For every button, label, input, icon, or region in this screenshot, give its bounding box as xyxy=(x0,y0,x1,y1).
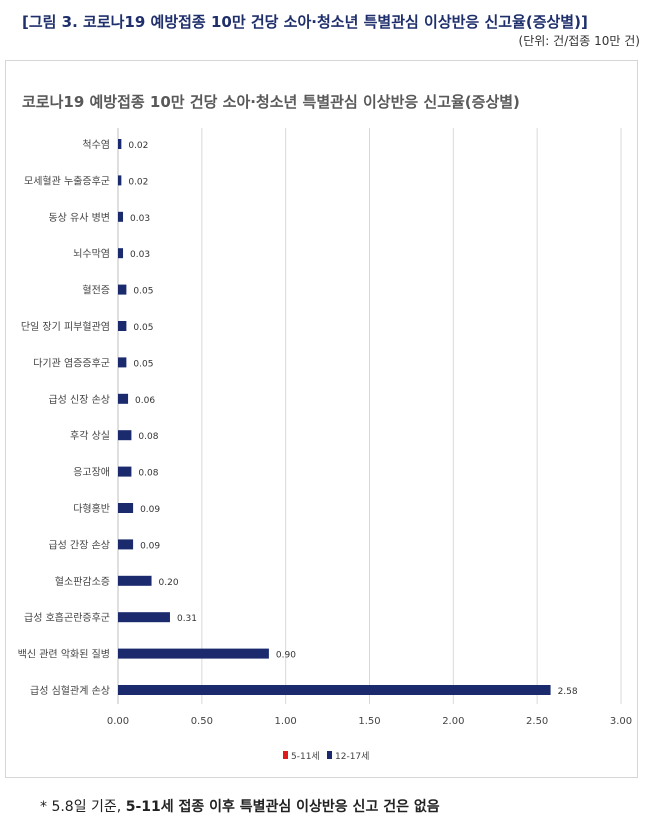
bar-12-17 xyxy=(118,211,124,222)
data-label: 0.08 xyxy=(138,432,158,442)
bar-12-17 xyxy=(118,248,124,259)
bar-12-17 xyxy=(118,139,122,149)
data-label: 2.58 xyxy=(558,687,578,697)
y-tick-label: 응고장애 xyxy=(73,467,110,479)
bar-12-17 xyxy=(118,539,134,550)
chart-panel: 코로나19 예방접종 10만 건당 소아·청소년 특별관심 이상반응 신고율(증… xyxy=(5,60,638,778)
bar-12-17 xyxy=(118,321,127,331)
y-tick-label: 급성 간장 손상 xyxy=(48,539,110,551)
x-tick-label: 2.50 xyxy=(526,716,548,727)
y-tick-label: 다기관 염증증후군 xyxy=(33,357,110,369)
footnote-prefix: * 5.8일 기준, xyxy=(40,799,126,815)
y-tick-label: 척수염 xyxy=(82,139,110,151)
y-tick-label: 혈소판감소증 xyxy=(55,575,110,588)
x-tick-label: 1.00 xyxy=(275,716,297,727)
data-label: 0.09 xyxy=(140,505,160,515)
x-tick-label: 2.00 xyxy=(442,716,464,727)
bar-12-17 xyxy=(118,648,269,659)
data-label: 0.90 xyxy=(276,651,296,661)
x-tick-label: 1.50 xyxy=(358,716,380,727)
y-tick-label: 모세혈관 누출증후군 xyxy=(24,174,110,187)
chart-title: 코로나19 예방접종 10만 건당 소아·청소년 특별관심 이상반응 신고율(증… xyxy=(22,93,520,111)
y-tick-label: 후각 상실 xyxy=(70,430,110,442)
y-tick-label: 동상 유사 병변 xyxy=(48,212,110,224)
unit-label: (단위: 건/접종 10만 건) xyxy=(518,34,640,48)
y-tick-label: 백신 관련 악화된 질병 xyxy=(18,649,110,661)
data-label: 0.31 xyxy=(177,614,197,624)
bar-12-17 xyxy=(118,612,170,623)
data-label: 0.03 xyxy=(130,250,150,260)
data-label: 0.05 xyxy=(133,323,153,333)
bar-12-17 xyxy=(118,284,127,295)
y-tick-label: 급성 신장 손상 xyxy=(48,394,110,406)
bar-12-17 xyxy=(118,466,132,477)
x-tick-label: 0.00 xyxy=(107,716,129,727)
data-label: 0.03 xyxy=(130,214,150,224)
bar-12-17 xyxy=(118,685,551,695)
legend-swatch-12-17 xyxy=(327,751,332,759)
y-tick-label: 뇌수막염 xyxy=(73,248,110,260)
bar-12-17 xyxy=(118,357,127,368)
legend-label-5-11: 5-11세 xyxy=(291,751,320,762)
x-tick-label: 3.00 xyxy=(610,716,632,727)
data-label: 0.02 xyxy=(128,177,148,187)
data-label: 0.05 xyxy=(133,287,153,297)
data-label: 0.05 xyxy=(133,359,153,369)
y-tick-label: 다형홍반 xyxy=(73,502,110,515)
y-tick-label: 혈전증 xyxy=(82,284,110,297)
data-label: 0.06 xyxy=(135,396,155,406)
legend-swatch-5-11 xyxy=(283,751,288,759)
bar-12-17 xyxy=(118,430,132,441)
x-tick-label: 0.50 xyxy=(191,716,213,727)
figure-title: [그림 3. 코로나19 예방접종 10만 건당 소아·청소년 특별관심 이상반… xyxy=(22,13,588,31)
footnote-emphasis: 5-11세 접종 이후 특별관심 이상반응 신고 건은 없음 xyxy=(125,799,440,815)
legend-label-12-17: 12-17세 xyxy=(335,751,369,762)
y-tick-label: 급성 심혈관계 손상 xyxy=(30,684,110,697)
data-label: 0.20 xyxy=(159,578,179,588)
bar-12-17 xyxy=(118,175,122,186)
bar-12-17 xyxy=(118,393,129,404)
data-label: 0.08 xyxy=(138,469,158,479)
y-tick-label: 급성 호흡곤란증후군 xyxy=(24,611,110,624)
data-label: 0.02 xyxy=(128,141,148,151)
y-tick-label: 단일 장기 피부혈관염 xyxy=(21,320,110,333)
data-label: 0.09 xyxy=(140,541,160,551)
footnote: * 5.8일 기준, 5-11세 접종 이후 특별관심 이상반응 신고 건은 없… xyxy=(40,796,440,816)
bar-12-17 xyxy=(118,575,152,586)
bar-12-17 xyxy=(118,503,134,513)
